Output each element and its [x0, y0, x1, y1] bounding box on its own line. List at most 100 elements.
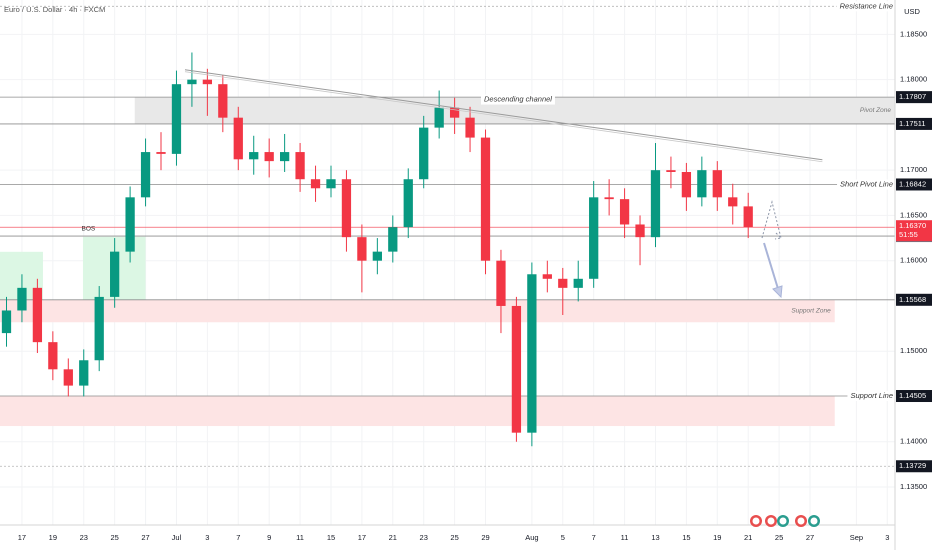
price-box-label: 1.17511: [899, 119, 926, 128]
x-tick-label: 23: [420, 533, 428, 542]
candle-body: [357, 237, 367, 261]
x-tick-label: 7: [592, 533, 596, 542]
x-tick-label: 13: [651, 533, 659, 542]
candle-body: [527, 274, 537, 433]
candle-body: [233, 117, 243, 160]
candle-body: [573, 278, 583, 288]
candle-body: [17, 287, 27, 311]
x-tick-label: 9: [267, 533, 271, 542]
candle-body: [434, 107, 444, 128]
candle-body: [589, 197, 599, 279]
candle-body: [728, 197, 738, 207]
channel-label-bg: [480, 94, 555, 105]
price-box-label: 1.13729: [899, 461, 926, 470]
price-box: [896, 293, 932, 306]
candle-body: [63, 369, 73, 386]
y-tick-label: 1.16500: [900, 210, 927, 219]
candle-body: [388, 227, 398, 252]
candle-body: [666, 170, 676, 172]
y-tick-label: 1.18500: [900, 29, 927, 38]
x-tick-label: 19: [49, 533, 57, 542]
candle-body: [264, 152, 274, 162]
x-tick-label: 19: [713, 533, 721, 542]
y-tick-label: 1.15000: [900, 346, 927, 355]
candle-body: [558, 278, 568, 288]
x-tick-label: 29: [481, 533, 489, 542]
channel-label: Descending channel: [484, 95, 552, 104]
zone: [0, 396, 835, 427]
y-tick-label: 1.14000: [900, 437, 927, 446]
x-tick-label: Sep: [850, 533, 863, 542]
candle-body: [341, 179, 352, 238]
level-label-bg: [836, 1, 896, 12]
current-price-box: [896, 220, 932, 242]
channel-line: [184, 69, 823, 161]
candle-body: [465, 117, 475, 138]
zone: [0, 299, 835, 323]
price-box-label: 1.14505: [899, 391, 926, 400]
level-label: Resistance Line: [840, 1, 893, 10]
x-tick-label: 27: [141, 533, 149, 542]
channel-line-outer: [184, 71, 823, 163]
current-price-label: 1.16370: [899, 221, 926, 230]
price-box: [896, 178, 932, 191]
candle-body: [511, 305, 522, 433]
x-tick-label: 17: [18, 533, 26, 542]
candle-body: [326, 179, 336, 189]
x-tick-label: Aug: [525, 533, 538, 542]
x-tick-label: 3: [885, 533, 889, 542]
currency-label: USD: [904, 7, 920, 16]
x-tick-label: 15: [327, 533, 335, 542]
candle-body: [295, 152, 305, 180]
x-tick-label: 27: [806, 533, 814, 542]
x-tick-label: 21: [389, 533, 397, 542]
level-label-bg: [837, 179, 896, 190]
candle-body: [279, 152, 290, 162]
candle-body: [496, 260, 506, 306]
price-box-label: 1.16842: [899, 179, 926, 188]
candle-body: [697, 170, 707, 198]
x-tick-label: 5: [561, 533, 565, 542]
candle-body: [480, 137, 491, 261]
x-tick-label: 17: [358, 533, 366, 542]
x-tick-label: 3: [205, 533, 209, 542]
candle-body: [171, 84, 182, 154]
candle-body: [1, 310, 12, 334]
x-tick-label: 25: [775, 533, 783, 542]
candle-body: [619, 199, 630, 225]
y-tick-label: 1.17000: [900, 165, 927, 174]
zone-label: Support Zone: [791, 308, 831, 315]
candle-body: [110, 251, 120, 297]
candle-body: [48, 342, 58, 370]
candle-body: [743, 206, 753, 228]
candle-body: [202, 79, 213, 85]
candle-body: [156, 152, 166, 154]
candle-body: [140, 152, 151, 198]
y-tick-label: 1.13500: [900, 482, 927, 491]
x-tick-label: 7: [236, 533, 240, 542]
zone-label: Pivot Zone: [860, 107, 891, 114]
price-box: [896, 390, 932, 403]
countdown: 51:55: [899, 230, 918, 239]
candle-body: [218, 84, 228, 118]
annotation: BOS: [82, 226, 96, 233]
level-label-bg: [847, 391, 896, 402]
candle-body: [712, 170, 722, 198]
price-box: [896, 117, 932, 130]
candle-body: [419, 127, 429, 180]
candle-body: [125, 197, 135, 252]
candle-body: [604, 197, 614, 200]
price-box: [896, 460, 932, 473]
candle-body: [32, 287, 43, 343]
candle-body: [94, 296, 104, 361]
symbol-title: Euro / U.S. Dollar · 4h · FXCM: [4, 5, 105, 14]
candle-body: [542, 274, 552, 279]
candle-body: [403, 179, 413, 228]
x-tick-label: 25: [450, 533, 458, 542]
event-icons: [750, 515, 820, 527]
y-tick-label: 1.18000: [900, 75, 927, 84]
candle-body: [635, 224, 645, 238]
candle-body: [681, 171, 692, 198]
